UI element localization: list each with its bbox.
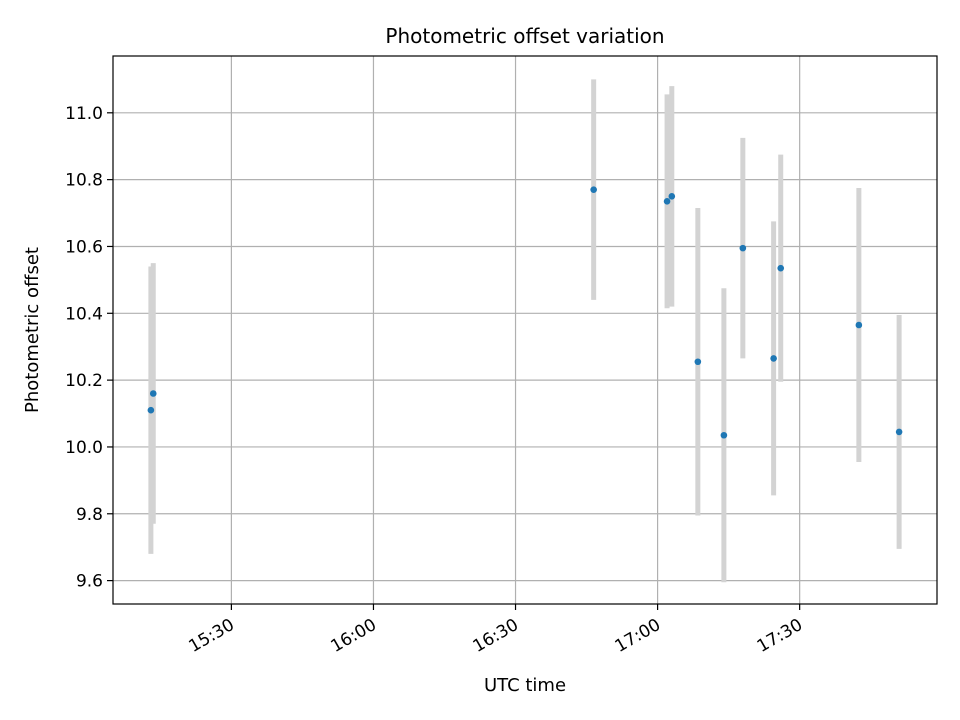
y-tick-label: 10.2 — [65, 371, 103, 391]
y-tick-label: 9.6 — [76, 572, 103, 592]
data-point — [770, 355, 777, 362]
y-tick-label: 10.0 — [65, 438, 103, 458]
plot-frame — [112, 55, 938, 605]
data-point — [777, 264, 785, 272]
y-axis-title: Photometric offset — [22, 247, 43, 413]
y-tick-label: 11.0 — [65, 104, 103, 124]
y-tick-label: 10.8 — [65, 171, 103, 191]
grid — [113, 56, 937, 604]
data-point — [895, 428, 903, 436]
y-tick-label: 9.8 — [76, 505, 103, 525]
data-point — [720, 431, 728, 439]
x-axis-title: UTC time — [484, 675, 566, 696]
y-tick-label: 10.6 — [65, 237, 103, 257]
data-point — [149, 390, 157, 397]
data-point — [590, 186, 597, 193]
chart-title: Photometric offset variation — [385, 24, 664, 48]
data-point — [147, 406, 155, 414]
y-tick-label: 10.4 — [65, 304, 103, 324]
data-point — [739, 244, 747, 252]
data-point — [694, 358, 702, 366]
data-point — [663, 198, 671, 205]
data-point — [855, 321, 863, 329]
data-point — [668, 193, 676, 200]
data-points — [147, 186, 903, 439]
